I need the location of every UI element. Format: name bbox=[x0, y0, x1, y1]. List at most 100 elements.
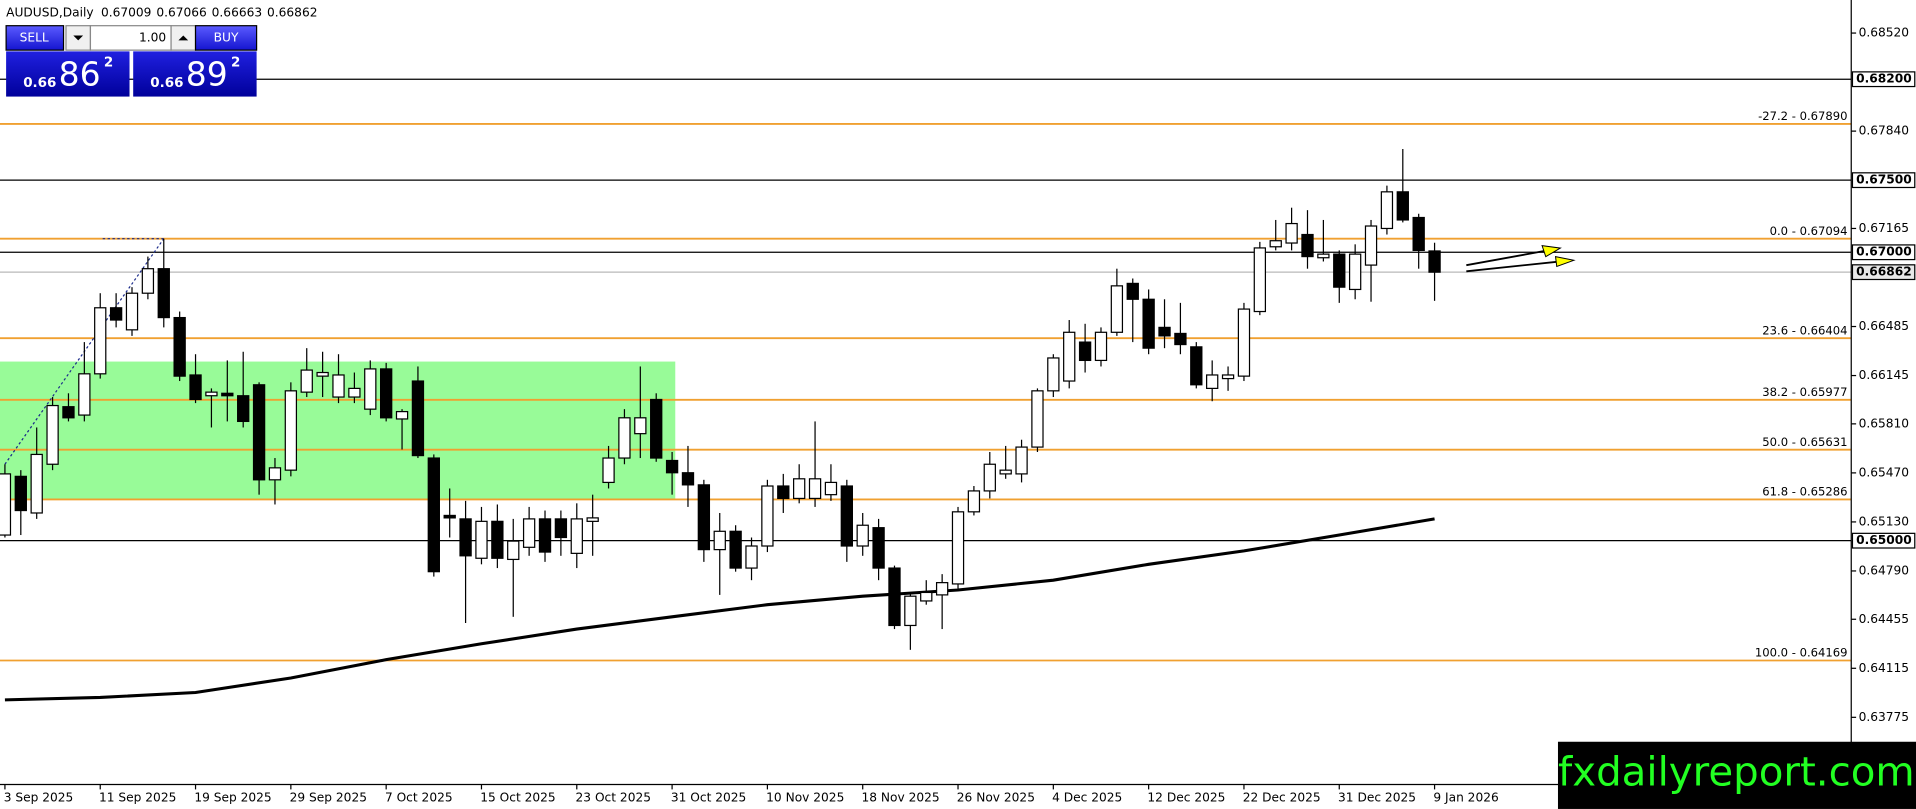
fib-label: 23.6 - 0.66404 bbox=[1762, 323, 1847, 337]
watermark-box bbox=[1557, 741, 1916, 809]
ask-fraction: 2 bbox=[231, 55, 240, 70]
bid-fraction: 2 bbox=[104, 55, 113, 70]
watermark: fxdailyreport.com bbox=[1558, 749, 1915, 796]
level-box bbox=[1851, 532, 1916, 549]
candle-body bbox=[348, 387, 361, 398]
candle-body bbox=[268, 467, 282, 481]
candle-body bbox=[1253, 247, 1267, 313]
candle-body bbox=[665, 459, 679, 474]
y-tick-label: 0.66145 bbox=[1859, 368, 1909, 382]
candle-body bbox=[14, 475, 27, 512]
symbol: AUDUSD,Daily bbox=[6, 5, 94, 19]
down-icon bbox=[73, 35, 84, 41]
candle-body bbox=[872, 527, 885, 569]
x-tick-label: 4 Dec 2025 bbox=[1052, 790, 1122, 804]
candle-body bbox=[793, 478, 806, 500]
y-tick-label: 0.64115 bbox=[1859, 661, 1909, 675]
fib-label: 0.0 - 0.67094 bbox=[1770, 224, 1848, 238]
candle-body bbox=[1126, 282, 1139, 300]
fib-label: 50.0 - 0.65631 bbox=[1762, 435, 1847, 449]
candle-body bbox=[618, 417, 631, 459]
candle-body bbox=[30, 453, 43, 514]
candle-body bbox=[935, 582, 949, 596]
candle-body bbox=[459, 518, 472, 557]
y-tick-label: 0.64790 bbox=[1859, 563, 1909, 577]
level-box bbox=[1851, 71, 1916, 88]
candle-body bbox=[1333, 253, 1346, 288]
candle-body bbox=[1015, 446, 1028, 475]
candle-body bbox=[284, 390, 298, 471]
candle-body bbox=[1396, 191, 1409, 221]
candle-body bbox=[1317, 253, 1330, 259]
candle-body bbox=[904, 595, 917, 627]
sell-button[interactable] bbox=[5, 25, 65, 51]
price-box bbox=[1851, 264, 1916, 281]
candle-body bbox=[46, 404, 59, 465]
candle-body bbox=[364, 368, 377, 410]
candle-body bbox=[1063, 331, 1076, 382]
candle-body bbox=[1047, 357, 1060, 392]
candle-body bbox=[427, 457, 440, 573]
x-tick-label: 9 Jan 2026 bbox=[1433, 790, 1498, 804]
y-tick-label: 0.63775 bbox=[1859, 710, 1909, 724]
moving-average bbox=[4, 517, 1435, 702]
candle-body bbox=[332, 374, 345, 398]
bid-box[interactable] bbox=[6, 51, 130, 97]
x-tick-label: 15 Oct 2025 bbox=[480, 790, 555, 804]
candle-body bbox=[109, 307, 123, 321]
price-label: 0.66862 bbox=[1856, 265, 1912, 279]
x-tick-label: 12 Dec 2025 bbox=[1147, 790, 1225, 804]
x-tick-label: 31 Dec 2025 bbox=[1338, 790, 1416, 804]
candle-body bbox=[1428, 250, 1441, 273]
candle-body bbox=[570, 518, 583, 554]
y-tick-label: 0.65130 bbox=[1859, 514, 1909, 528]
candle-body bbox=[141, 268, 155, 294]
level-label: 0.68200 bbox=[1856, 72, 1912, 86]
buy-button[interactable] bbox=[194, 25, 258, 51]
y-tick-label: 0.66485 bbox=[1859, 319, 1909, 333]
ask-box[interactable] bbox=[133, 51, 257, 97]
candle-body bbox=[189, 374, 202, 401]
x-tick-label: 19 Sep 2025 bbox=[194, 790, 271, 804]
candle-body bbox=[1364, 225, 1378, 266]
candle-body bbox=[1221, 374, 1235, 380]
candle-body bbox=[507, 540, 520, 561]
close-value: 0.66862 bbox=[267, 5, 317, 19]
x-tick-label: 10 Nov 2025 bbox=[766, 790, 844, 804]
candle-body bbox=[205, 391, 218, 397]
candle-body bbox=[411, 380, 425, 457]
open-value: 0.67009 bbox=[101, 5, 151, 19]
level-label: 0.67000 bbox=[1856, 245, 1912, 259]
candle-body bbox=[237, 395, 250, 423]
axis-layer: 0.68520 0.67840 0.67165 0.66485 0.66145 0.658… bbox=[4, 26, 1916, 804]
candle-body bbox=[125, 292, 139, 331]
candle-body bbox=[729, 530, 742, 569]
candle-body bbox=[395, 410, 409, 420]
candle-body bbox=[221, 392, 234, 397]
candle-body bbox=[1094, 331, 1108, 362]
candle-body bbox=[1412, 216, 1425, 251]
candle-body bbox=[252, 384, 266, 481]
x-tick-label: 26 Nov 2025 bbox=[957, 790, 1035, 804]
x-tick-label: 11 Sep 2025 bbox=[99, 790, 176, 804]
candle-body bbox=[1301, 233, 1314, 258]
header: AUDUSD,Daily 0.67009 0.67066 0.66663 0.66862 bbox=[6, 5, 317, 19]
fib-label: 100.0 - 0.64169 bbox=[1755, 646, 1848, 660]
candle-body bbox=[94, 307, 107, 375]
candle-body bbox=[78, 373, 91, 416]
candle-body bbox=[777, 485, 790, 500]
candle-body bbox=[697, 484, 711, 551]
candle-body bbox=[554, 518, 568, 539]
candle-body bbox=[713, 530, 726, 551]
candle-body bbox=[1110, 285, 1124, 333]
up-icon bbox=[178, 35, 189, 41]
candle-body bbox=[840, 485, 853, 547]
volume-field[interactable] bbox=[89, 25, 172, 51]
candle-body bbox=[173, 316, 186, 377]
lines-layer: -27.2 - 0.67890 0.0 - 0.67094 23.6 - 0.664… bbox=[0, 78, 1852, 702]
candle-body bbox=[1206, 374, 1219, 389]
candle-body bbox=[62, 406, 75, 419]
candle-body bbox=[1078, 341, 1092, 362]
candle-body bbox=[538, 518, 552, 553]
